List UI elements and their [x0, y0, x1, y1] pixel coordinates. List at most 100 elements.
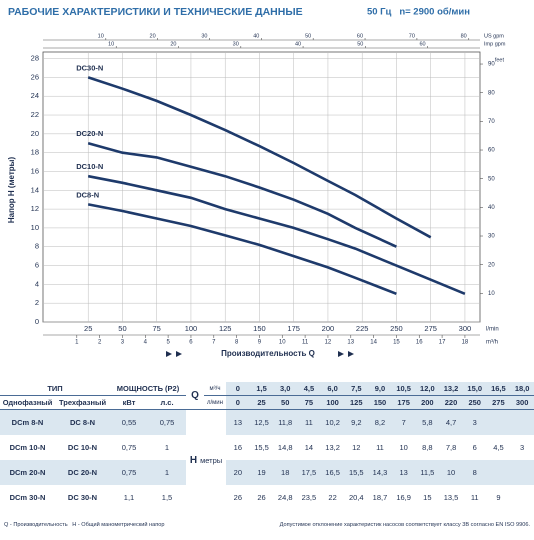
value-cell: 3 — [462, 409, 487, 435]
value-cell: 16,5 — [320, 460, 345, 485]
y2-tick-label: 20 — [488, 262, 495, 268]
x-top-tick-label: 60 — [357, 33, 363, 39]
x-top-tick-label: 60 — [419, 41, 425, 47]
x-top-tick-label: 50 — [357, 41, 363, 47]
value-cell: 20 — [226, 460, 250, 485]
x2-tick-label: 17 — [439, 340, 446, 346]
header-cell: кВт — [110, 395, 148, 410]
value-cell: 9,2 — [344, 409, 369, 435]
value-cell: 8,8 — [422, 443, 433, 452]
y2-tick-label: 70 — [488, 119, 495, 125]
value-cell: 8,2 — [368, 409, 392, 435]
value-cell: 22 — [328, 493, 337, 502]
q-cell: 300 — [510, 395, 534, 410]
value-cell: 18 — [273, 460, 298, 485]
curve — [87, 142, 397, 248]
x-tick-label: 250 — [390, 324, 403, 333]
y-tick-label: 24 — [31, 91, 39, 100]
curve — [87, 203, 397, 296]
x-top-unit: US gpm — [484, 33, 504, 39]
value-cell: 10 — [399, 443, 408, 452]
row-cell: 0,55 — [110, 409, 148, 435]
y-tick-label: 22 — [31, 110, 39, 119]
q-cell: 18,0 — [510, 382, 534, 396]
x-top-tick-label: 50 — [305, 33, 311, 39]
empty-cell — [486, 460, 511, 485]
row-cell: DCm 10-N — [9, 443, 46, 452]
table-row: DCm 20-N DC 20-N 0,75 1 20 19 18 17,5 16,5 15,5 14… — [0, 460, 534, 485]
y-tick-label: 6 — [35, 261, 39, 270]
x-top-tick-label: 40 — [295, 41, 301, 47]
chart: РАБОЧИЕ ХАРАКТЕРИСТИКИ И ТЕХНИЧЕСКИЕ ДАН… — [7, 6, 506, 358]
row-cell: DC 8-N — [55, 409, 110, 435]
y2-tick-label: 30 — [488, 234, 495, 240]
q-cell: 1,5 — [249, 382, 274, 396]
q-cell: 3,0 — [273, 382, 298, 396]
x2-tick-label: 2 — [98, 340, 102, 346]
q-cell: 16,5 — [486, 382, 511, 396]
value-cell: 15,5 — [344, 460, 369, 485]
empty-cell — [510, 485, 534, 510]
x2-tick-label: 3 — [121, 340, 125, 346]
value-cell: 20,4 — [348, 493, 364, 502]
row-cell: DCm 20-N — [0, 460, 55, 485]
y-tick-label: 4 — [35, 279, 39, 288]
x-tick-label: 75 — [153, 324, 161, 333]
header-cell: Q — [186, 382, 204, 410]
header-cell: л.с. — [148, 395, 186, 410]
q-cell: 200 — [415, 395, 440, 410]
row-cell: DC 20-N — [55, 460, 110, 485]
q-cell: 9,0 — [368, 382, 392, 396]
row-cell: 0,75 — [110, 460, 148, 485]
x-tick-label: 175 — [287, 324, 300, 333]
x2-tick-label: 13 — [347, 340, 354, 346]
x2-tick-label: 11 — [302, 340, 309, 346]
y-tick-label: 12 — [31, 204, 39, 213]
q-cell: 6,0 — [320, 382, 345, 396]
x2-tick-label: 4 — [144, 340, 148, 346]
q-cell: 75 — [297, 395, 321, 410]
value-cell: 3 — [520, 443, 525, 452]
empty-cell — [510, 409, 534, 435]
x2-tick-label: 7 — [212, 340, 216, 346]
x-top-tick-label: 20 — [170, 41, 176, 47]
x2-tick-label: 6 — [189, 340, 193, 346]
value-cell: 6 — [472, 443, 477, 452]
table-row: Однофазный Трехфазный кВт л.с. л/мин 0 25 50 75 1… — [0, 395, 534, 410]
y-tick-label: 28 — [31, 54, 39, 63]
curve — [87, 174, 466, 296]
y2-tick-label: 40 — [488, 205, 495, 211]
row-cell: DC 30-N — [67, 493, 98, 502]
h-unit: метры — [200, 455, 223, 465]
value-cell: 10,2 — [320, 409, 345, 435]
y2-tick-label: 50 — [488, 176, 495, 182]
row-cell: 1,1 — [123, 493, 135, 502]
y2-unit: feet — [495, 57, 505, 63]
x-axis-label: Производительность Q — [221, 349, 315, 358]
value-cell: 13,5 — [443, 493, 459, 502]
q-cell: 175 — [391, 395, 416, 410]
x-top-tick-label: 40 — [253, 33, 259, 39]
x2-tick-label: 18 — [462, 340, 469, 346]
value-cell: 24,8 — [277, 493, 293, 502]
value-cell: 11,8 — [273, 409, 298, 435]
x2-tick-label: 14 — [370, 340, 377, 346]
value-cell: 14,8 — [277, 443, 293, 452]
q-cell: 15,0 — [462, 382, 487, 396]
value-cell: 16 — [233, 443, 243, 452]
q-cell: 275 — [486, 395, 511, 410]
value-cell: 12 — [352, 443, 361, 452]
x2-tick-label: 5 — [166, 340, 170, 346]
curve-label: DC8-N — [76, 190, 99, 199]
table-row: DCm 30-N DC 30-N 1,1 1,5 26 26 24,8 23,5 22 20,4 1… — [0, 485, 534, 510]
row-cell: DC 10-N — [67, 443, 98, 452]
x-tick-label: 275 — [424, 324, 437, 333]
chart-title: РАБОЧИЕ ХАРАКТЕРИСТИКИ И ТЕХНИЧЕСКИЕ ДАН… — [8, 6, 303, 18]
x2-tick-label: 9 — [258, 340, 262, 346]
h-symbol: H — [189, 454, 198, 466]
y-tick-label: 14 — [31, 185, 39, 194]
y-tick-label: 16 — [31, 166, 39, 175]
row-cell: DCm 30-N — [9, 493, 46, 502]
